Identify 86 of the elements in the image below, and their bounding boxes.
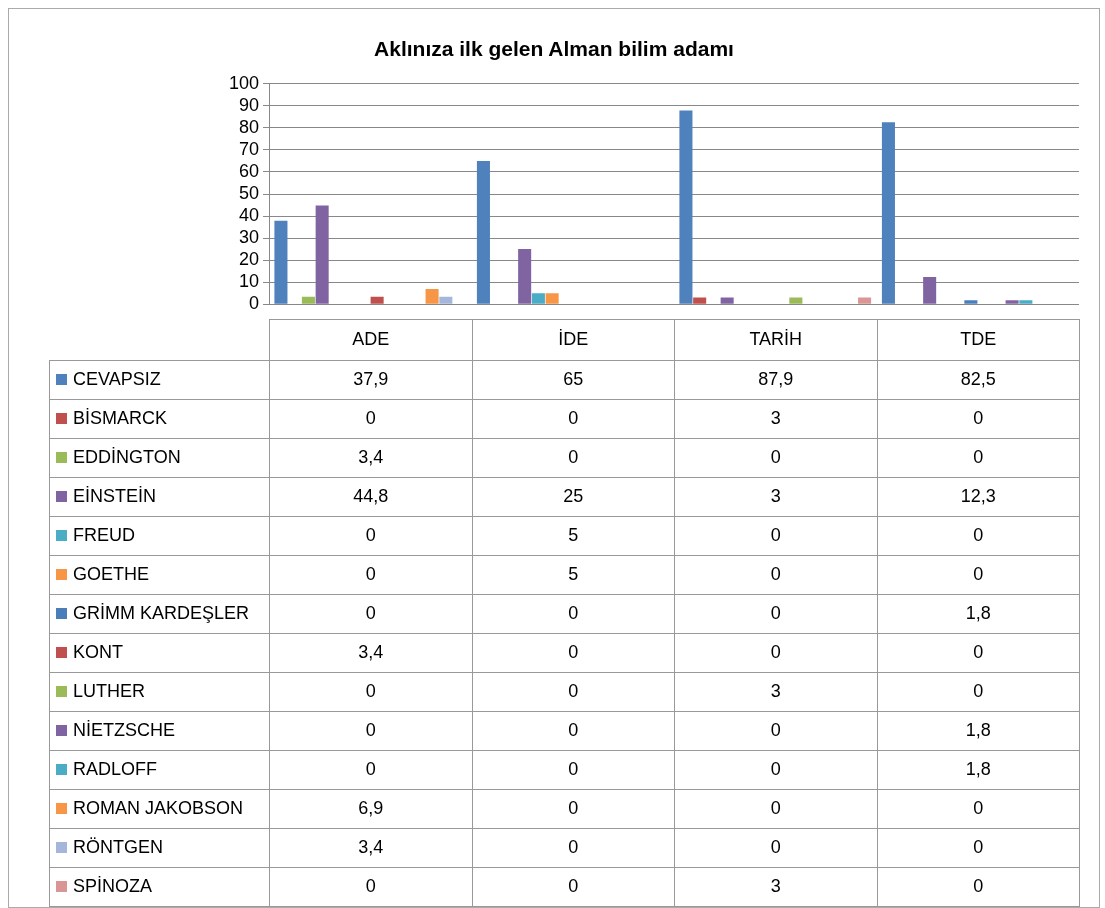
x-tick-label: TARİH — [674, 319, 877, 360]
data-label: 12,3 — [877, 477, 1080, 516]
data-label: 0 — [472, 438, 675, 477]
legend-label: RÖNTGEN — [73, 837, 163, 857]
data-label: 3,4 — [269, 438, 472, 477]
data-label: 0 — [877, 516, 1080, 555]
data-label: 0 — [269, 711, 472, 750]
data-label: 0 — [472, 867, 675, 906]
x-tick-label: TDE — [877, 319, 1080, 360]
data-label: 0 — [269, 672, 472, 711]
data-label: 5 — [472, 555, 675, 594]
data-label: 0 — [674, 438, 877, 477]
legend-label: SPİNOZA — [73, 876, 153, 896]
data-label: 1,8 — [877, 711, 1080, 750]
data-label: 0 — [674, 633, 877, 672]
y-tick-label: 40 — [238, 205, 259, 226]
data-label: 1,8 — [877, 594, 1080, 633]
data-label: 0 — [877, 633, 1080, 672]
x-tick-label: İDE — [472, 319, 675, 360]
legend-label: GRİMM KARDEŞLER — [73, 603, 250, 623]
y-tick-label: 10 — [238, 271, 259, 292]
legend-label: NİETZSCHE — [73, 720, 176, 740]
data-label: 0 — [472, 672, 675, 711]
data-label: 3,4 — [269, 828, 472, 867]
data-label: 0 — [674, 711, 877, 750]
data-label: 3 — [674, 867, 877, 906]
chart-title: Aklınıza ilk gelen Alman bilim adamı — [373, 36, 735, 62]
y-tick-label: 50 — [238, 182, 259, 203]
data-label: 65 — [472, 360, 675, 399]
data-label: 5 — [472, 516, 675, 555]
y-tick-label: 70 — [238, 138, 259, 159]
data-label: 3 — [674, 399, 877, 438]
legend-label: LUTHER — [73, 681, 146, 701]
y-tick-label: 100 — [228, 72, 259, 93]
data-label: 3 — [674, 672, 877, 711]
legend-label: EDDİNGTON — [73, 447, 181, 467]
data-label: 0 — [877, 555, 1080, 594]
data-label: 0 — [269, 555, 472, 594]
data-label: 0 — [472, 789, 675, 828]
data-label: 6,9 — [269, 789, 472, 828]
data-label: 0 — [472, 711, 675, 750]
data-label: 0 — [472, 828, 675, 867]
data-label: 0 — [877, 399, 1080, 438]
data-label: 3,4 — [269, 633, 472, 672]
data-label: 0 — [674, 828, 877, 867]
data-label: 1,8 — [877, 750, 1080, 789]
data-label: 82,5 — [877, 360, 1080, 399]
data-label: 0 — [674, 555, 877, 594]
data-label: 0 — [472, 399, 675, 438]
data-label: 0 — [269, 516, 472, 555]
x-tick-label: ADE — [269, 319, 472, 360]
legend-label: KONT — [73, 642, 124, 662]
data-label: 0 — [674, 789, 877, 828]
legend-label: FREUD — [73, 525, 135, 545]
y-tick-label: 0 — [248, 293, 259, 314]
y-tick-label: 90 — [238, 94, 259, 115]
y-tick-label: 30 — [238, 227, 259, 248]
data-label: 0 — [472, 750, 675, 789]
legend-label: GOETHE — [73, 564, 150, 584]
data-label: 0 — [269, 750, 472, 789]
legend-label: EİNSTEİN — [73, 486, 157, 506]
data-label: 0 — [877, 672, 1080, 711]
data-label: 44,8 — [269, 477, 472, 516]
y-tick-label: 60 — [238, 160, 259, 181]
data-label: 0 — [877, 867, 1080, 906]
data-label: 0 — [472, 633, 675, 672]
y-tick-label: 80 — [238, 116, 259, 137]
data-label: 25 — [472, 477, 675, 516]
data-label: 0 — [877, 438, 1080, 477]
data-label: 0 — [674, 750, 877, 789]
data-label: 0 — [877, 828, 1080, 867]
data-label: 0 — [877, 789, 1080, 828]
legend-label: CEVAPSIZ — [73, 369, 161, 389]
data-label: 0 — [269, 399, 472, 438]
data-label: 0 — [269, 594, 472, 633]
legend-label: ROMAN JAKOBSON — [73, 798, 244, 818]
data-label: 0 — [674, 516, 877, 555]
legend-label: BİSMARCK — [73, 408, 168, 428]
data-label: 0 — [472, 594, 675, 633]
data-label: 0 — [269, 867, 472, 906]
data-label: 0 — [674, 594, 877, 633]
data-label: 37,9 — [269, 360, 472, 399]
data-label: 3 — [674, 477, 877, 516]
data-label: 87,9 — [674, 360, 877, 399]
y-tick-label: 20 — [238, 249, 259, 270]
legend-label: RADLOFF — [73, 759, 158, 779]
